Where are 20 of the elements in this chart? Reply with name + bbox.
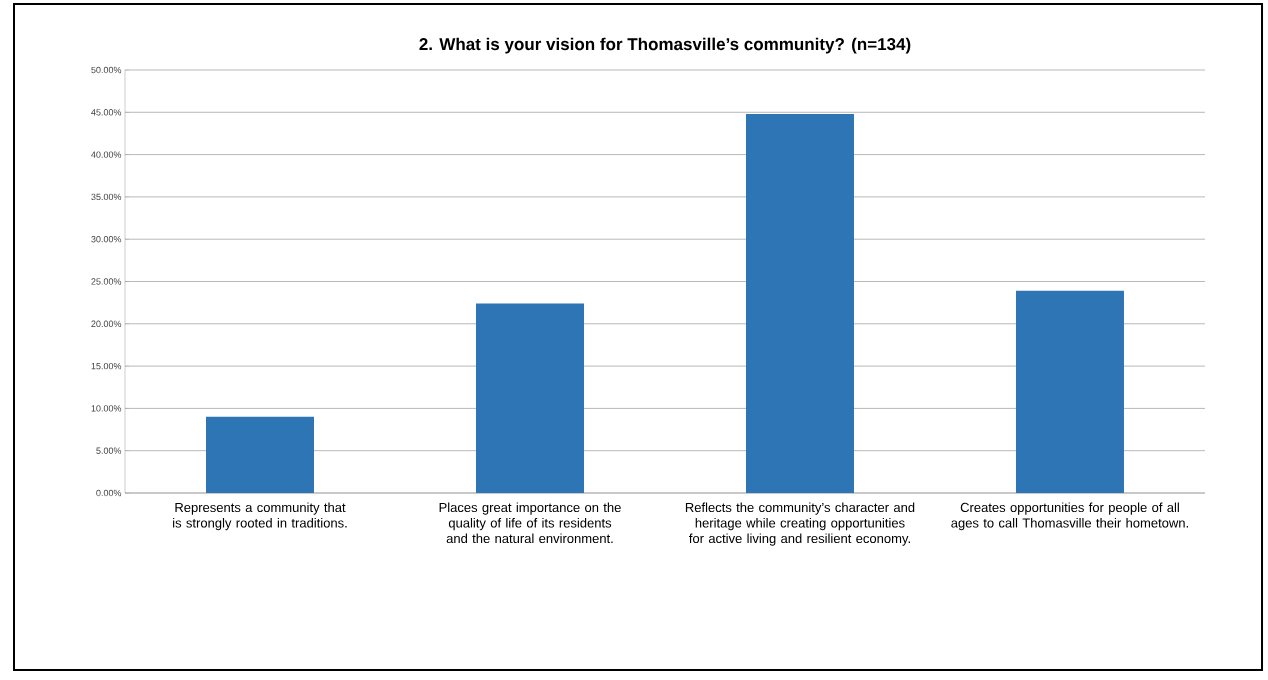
y-tick-label: 15.00%: [91, 362, 122, 370]
bar: [475, 303, 584, 493]
y-tick-label: 25.00%: [91, 278, 122, 285]
y-tick-label: 40.00%: [91, 151, 122, 158]
chart-title: 2. What is your vision for Thomasville’s community? (n=134): [419, 37, 911, 54]
y-tick-label: 10.00%: [91, 405, 122, 412]
y-tick-label: 50.00%: [91, 66, 122, 74]
y-tick-label: 0.00%: [96, 489, 122, 497]
y-tick-label: 30.00%: [91, 236, 122, 243]
y-tick-label: 20.00%: [91, 320, 122, 327]
x-tick-label: Reflects the community’s character and heritage while creating opportunities for active living and resilient economy.: [685, 502, 915, 546]
x-tick-label: Creates opportunities for people of all ages to call Thomasville their hometown.: [951, 502, 1188, 531]
y-tick-label: 35.00%: [91, 193, 122, 201]
x-tick-label: Places great importance on the quality of life of its residents and the natural environment.: [439, 502, 621, 544]
bar: [206, 416, 314, 493]
bar: [1015, 290, 1124, 493]
y-tick-label: 5.00%: [96, 447, 122, 454]
x-tick-label: Represents a community that is strongly rooted in traditions.: [173, 502, 347, 531]
y-tick-label: 45.00%: [91, 109, 122, 116]
bar: [745, 113, 854, 493]
